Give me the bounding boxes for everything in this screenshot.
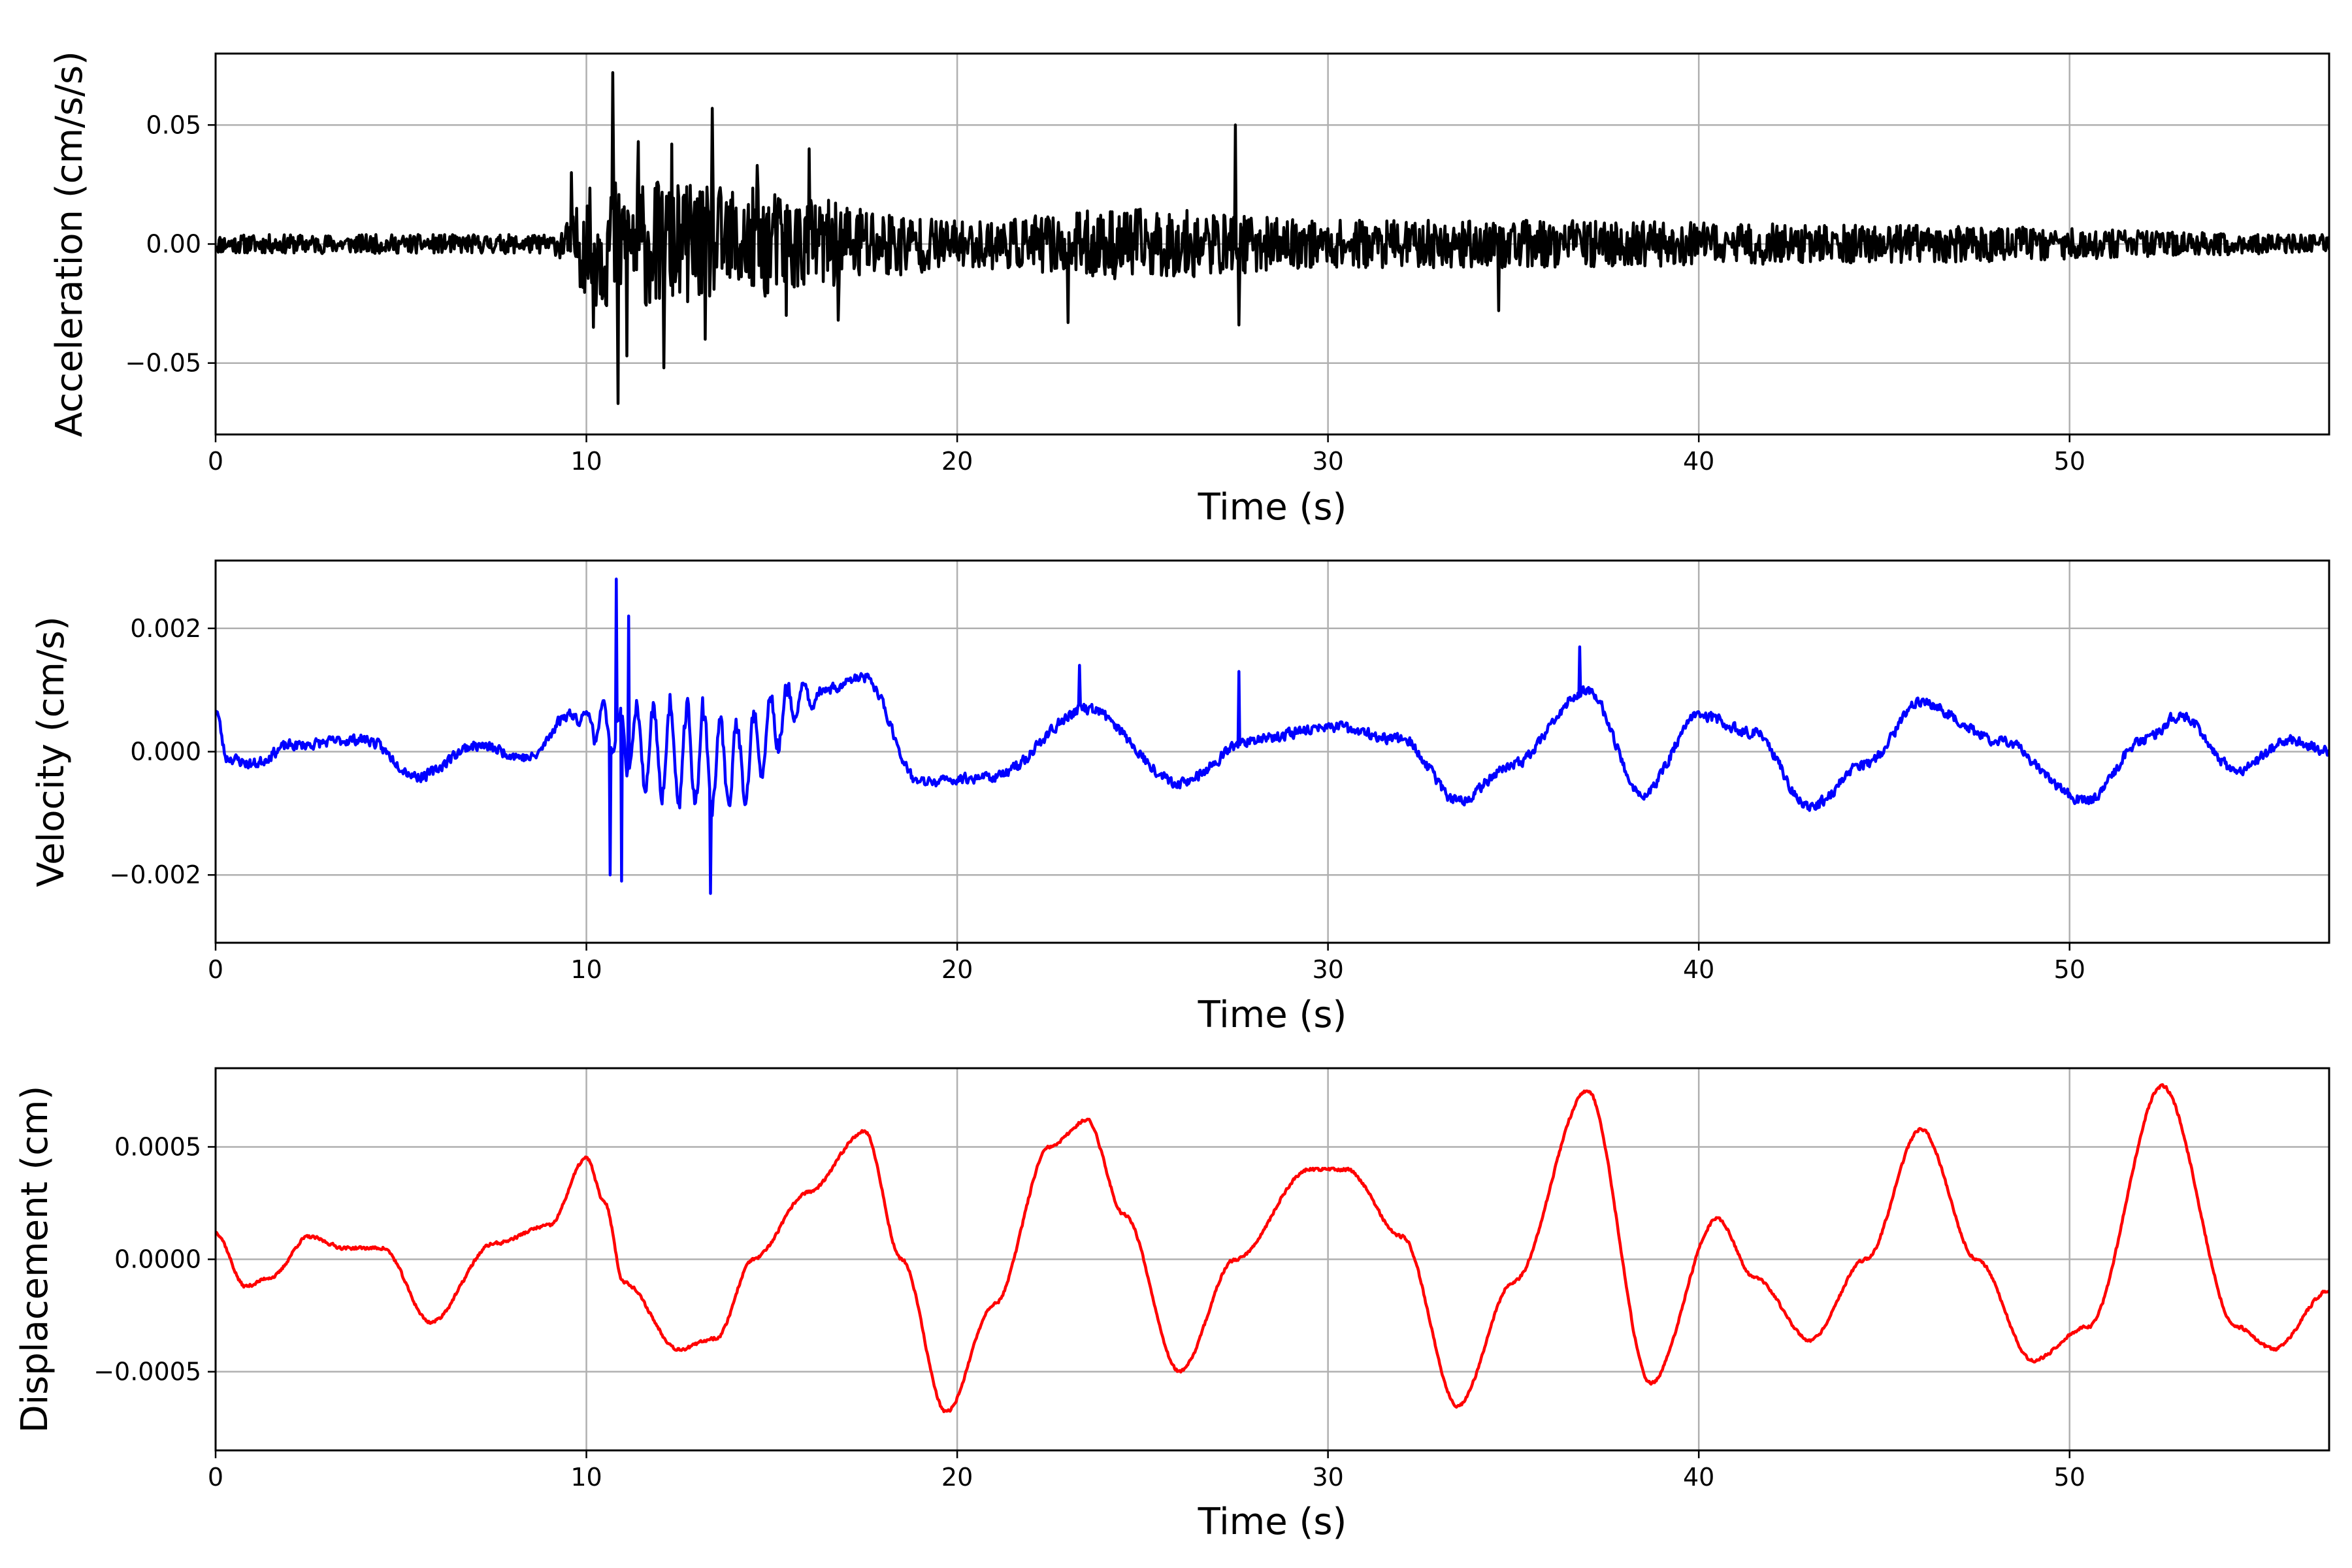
displacement-x-tick-label: 40: [1683, 1463, 1714, 1492]
velocity-x-tick-label: 10: [570, 955, 602, 984]
displacement-y-axis-title: Displacement (cm): [14, 1086, 56, 1433]
velocity-y-tick-label: 0.000: [130, 738, 201, 766]
displacement-x-tick-label: 30: [1312, 1463, 1343, 1492]
acceleration-y-axis-title: Acceleration (cm/s/s): [48, 51, 91, 437]
velocity-series-line: [216, 578, 2329, 895]
acceleration-panel: 0 10 20 30 40 50 −0.05 0.00 0.05 Time (s) Accelera…: [48, 51, 2330, 529]
acceleration-y-tick-label: −0.05: [125, 349, 201, 378]
velocity-y-axis-title: Velocity (cm/s): [30, 616, 73, 887]
acceleration-y-tick-label: 0.00: [146, 230, 201, 259]
acceleration-x-tick-label: 30: [1312, 447, 1343, 476]
displacement-x-tick-label: 20: [941, 1463, 973, 1492]
velocity-x-tick-label: 20: [941, 955, 973, 984]
displacement-y-tick-label: 0.0005: [114, 1132, 201, 1161]
displacement-x-axis-title: Time (s): [1198, 1501, 1347, 1543]
displacement-x-tick-label: 50: [2054, 1463, 2085, 1492]
displacement-y-tick-label: 0.0000: [114, 1245, 201, 1274]
acceleration-x-axis-title: Time (s): [1198, 486, 1347, 529]
displacement-x-tick-label: 0: [208, 1463, 223, 1492]
displacement-panel: 0 10 20 30 40 50 −0.0005 0.0000 0.0005 Time (s) Di…: [14, 1067, 2330, 1543]
velocity-x-tick-label: 50: [2054, 955, 2085, 984]
velocity-x-tick-label: 0: [208, 955, 223, 984]
velocity-x-tick-label: 40: [1683, 955, 1714, 984]
velocity-y-tick-label: 0.002: [130, 614, 201, 643]
velocity-x-axis-title: Time (s): [1198, 994, 1347, 1036]
acceleration-x-tick-label: 40: [1683, 447, 1714, 476]
acceleration-y-tick-label: 0.05: [146, 110, 201, 139]
velocity-x-tick-label: 30: [1312, 955, 1343, 984]
acceleration-x-tick-label: 20: [941, 447, 973, 476]
displacement-x-tick-label: 10: [570, 1463, 602, 1492]
displacement-y-tick-label: −0.0005: [93, 1358, 201, 1386]
displacement-series-line: [216, 1083, 2329, 1414]
acceleration-x-tick-label: 0: [208, 447, 223, 476]
acceleration-series-line: [216, 71, 2329, 405]
acceleration-x-tick-label: 10: [570, 447, 602, 476]
acceleration-x-tick-label: 50: [2054, 447, 2085, 476]
velocity-panel: 0 10 20 30 40 50 −0.002 0.000 0.002 Time (s) Veloc…: [30, 559, 2330, 1036]
velocity-y-tick-label: −0.002: [109, 860, 201, 889]
